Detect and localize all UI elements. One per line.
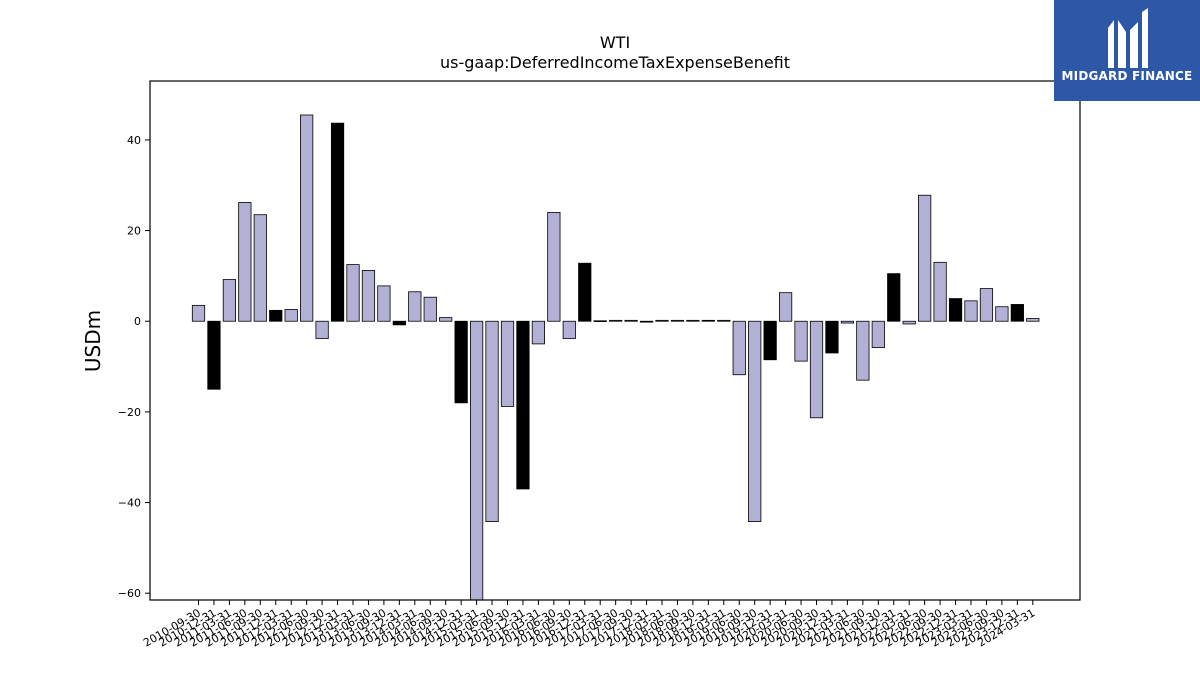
bar bbox=[840, 320, 855, 324]
midgard-finance-logo: MIDGARD FINANCE bbox=[1054, 0, 1200, 101]
bar bbox=[670, 319, 685, 322]
chart-title: WTI bbox=[600, 33, 630, 52]
bar bbox=[454, 320, 468, 404]
bar bbox=[284, 309, 298, 322]
bar bbox=[439, 317, 453, 322]
bar bbox=[469, 320, 484, 601]
bars-group bbox=[191, 114, 1040, 601]
y-tick-label: 0 bbox=[134, 315, 141, 328]
bar bbox=[531, 320, 546, 345]
bar bbox=[315, 320, 329, 339]
bar bbox=[979, 288, 994, 322]
bar bbox=[639, 320, 654, 323]
bar bbox=[500, 320, 515, 407]
bar bbox=[856, 320, 870, 381]
chart-subtitle: us-gaap:DeferredIncomeTaxExpenseBenefit bbox=[440, 53, 790, 72]
bar bbox=[686, 319, 700, 322]
bar bbox=[717, 319, 731, 322]
bar bbox=[222, 279, 236, 322]
bar bbox=[809, 320, 824, 419]
bar bbox=[1026, 318, 1040, 322]
y-tick-label: −60 bbox=[118, 587, 141, 600]
bar bbox=[779, 292, 793, 322]
bar bbox=[361, 270, 376, 322]
bar bbox=[207, 320, 221, 390]
bar bbox=[593, 320, 607, 322]
bar bbox=[609, 319, 623, 322]
bar bbox=[578, 262, 592, 322]
bar bbox=[269, 309, 283, 322]
bar bbox=[423, 296, 437, 322]
bar bbox=[918, 194, 932, 322]
bar bbox=[238, 202, 252, 322]
bar bbox=[300, 114, 314, 322]
bar bbox=[871, 320, 885, 348]
plot-frame bbox=[149, 80, 1081, 601]
bar bbox=[330, 122, 345, 322]
bar bbox=[485, 320, 499, 522]
bar bbox=[655, 319, 669, 322]
midgard-logo-icon bbox=[1108, 8, 1148, 68]
y-tick-label: −20 bbox=[118, 406, 141, 419]
bar bbox=[933, 261, 947, 322]
bar bbox=[763, 320, 777, 361]
bar bbox=[902, 320, 916, 325]
bar bbox=[732, 320, 746, 376]
bar bbox=[377, 285, 391, 322]
logo-text: MIDGARD FINANCE bbox=[1061, 69, 1193, 83]
bar bbox=[408, 291, 422, 322]
bar bbox=[964, 300, 978, 322]
bar bbox=[1010, 304, 1024, 322]
bar bbox=[253, 214, 267, 322]
x-axis-ticks: 2010-09-302010-12-312011-03-312011-06-30… bbox=[141, 600, 1037, 650]
y-tick-label: −40 bbox=[118, 497, 141, 510]
y-axis-label: USDm bbox=[81, 310, 105, 372]
bar bbox=[547, 212, 561, 322]
bar bbox=[516, 320, 530, 490]
y-tick-label: 20 bbox=[127, 225, 141, 238]
bar bbox=[948, 298, 963, 322]
y-tick-label: 40 bbox=[127, 134, 141, 147]
bar bbox=[562, 320, 576, 339]
bar bbox=[887, 273, 901, 322]
bar bbox=[346, 264, 360, 322]
bar bbox=[748, 320, 762, 522]
bar bbox=[825, 320, 839, 354]
bar bbox=[624, 319, 638, 322]
bar bbox=[392, 320, 406, 326]
bar bbox=[701, 319, 715, 322]
bar bbox=[995, 306, 1009, 322]
bar bbox=[794, 320, 808, 362]
y-axis-ticks: −60 −40 −20 0 20 40 bbox=[118, 134, 150, 600]
bar bbox=[191, 304, 206, 322]
